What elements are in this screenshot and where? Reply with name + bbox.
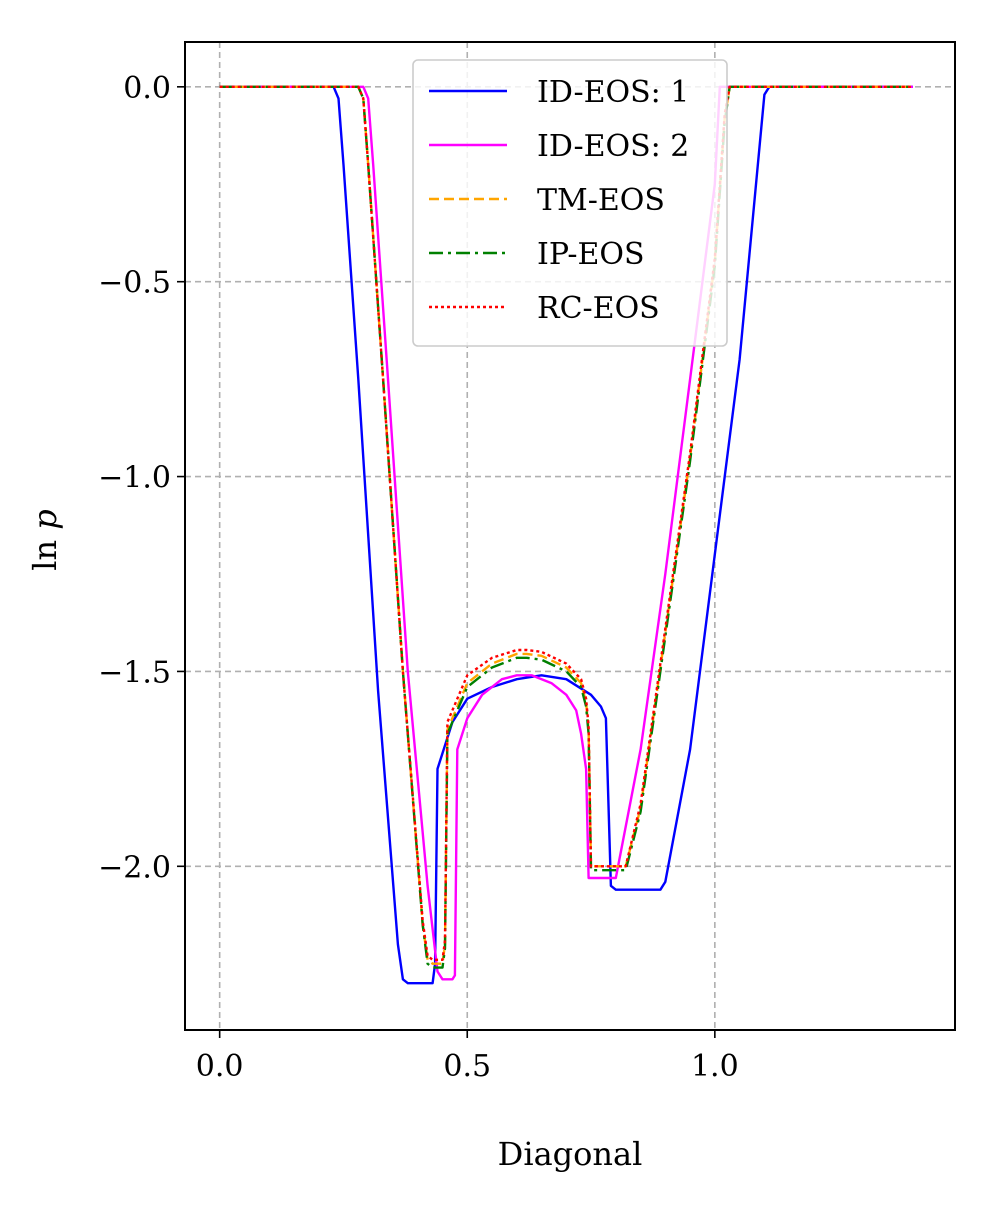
series-line-rc-eos: [219, 85, 913, 961]
y-axis-label: ln p: [26, 509, 64, 571]
y-tick-label: −1.0: [98, 461, 171, 496]
y-tick-label: −1.5: [98, 655, 171, 690]
x-axis-label: Diagonal: [498, 1135, 643, 1173]
series-line-id-eos-2: [219, 85, 913, 981]
x-tick-label: 0.5: [443, 1049, 491, 1084]
series-line-id-eos-1: [219, 85, 913, 985]
y-tick-label: −2.0: [98, 850, 171, 885]
plot-series: [219, 85, 913, 985]
axis-ticks: 0.0 0.5 1.0 0.0 −0.5 −1.0 −1.5 −2.0: [98, 71, 739, 1084]
x-tick-label: 0.0: [196, 1049, 244, 1084]
legend-label: RC-EOS: [537, 291, 660, 326]
legend-label: IP-EOS: [537, 237, 645, 272]
legend: ID-EOS: 1 ID-EOS: 2 TM-EOS IP-EOS RC-EOS: [412, 59, 728, 347]
y-tick-label: −0.5: [98, 266, 171, 301]
series-line-ip-eos: [219, 85, 913, 969]
x-tick-label: 1.0: [691, 1049, 739, 1084]
plot-frame: [184, 41, 956, 1031]
legend-label: TM-EOS: [537, 183, 665, 218]
legend-label: ID-EOS: 2: [537, 129, 689, 164]
y-tick-label: 0.0: [123, 71, 171, 106]
legend-label: ID-EOS: 1: [537, 75, 689, 110]
legend-box: [412, 59, 728, 347]
